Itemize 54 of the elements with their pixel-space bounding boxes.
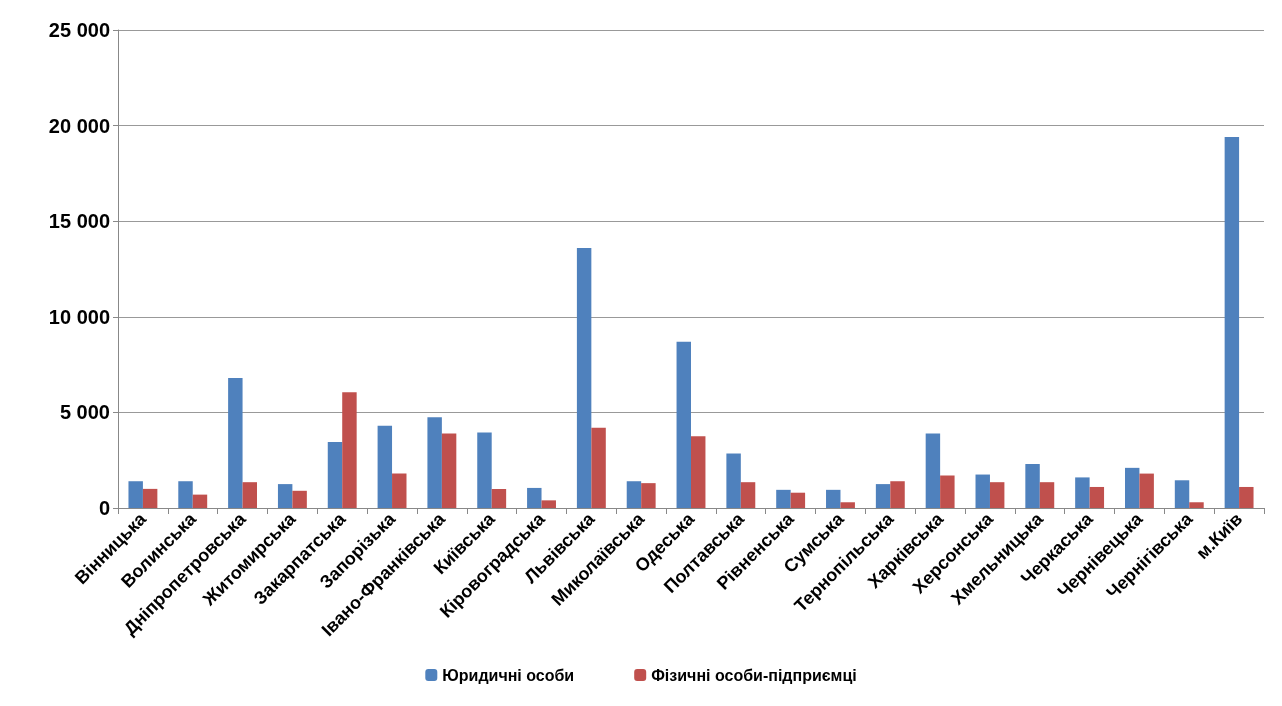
bar — [676, 341, 691, 508]
bar — [1174, 480, 1190, 508]
bar — [691, 436, 706, 508]
bar — [975, 474, 990, 508]
y-tick-label: 20 000 — [48, 114, 110, 137]
bar — [940, 475, 955, 508]
bar — [1025, 464, 1040, 508]
bar — [477, 432, 492, 508]
bar — [1039, 482, 1055, 508]
bar — [128, 481, 143, 508]
legend-label: Юридичні особи — [442, 666, 575, 684]
y-tick-label: 25 000 — [48, 19, 110, 41]
bar — [626, 481, 642, 508]
bar — [1075, 477, 1090, 508]
bar — [292, 490, 307, 508]
y-tick-label: 0 — [98, 497, 110, 519]
bar — [441, 433, 457, 508]
bar — [1189, 502, 1204, 508]
bar — [277, 484, 293, 508]
bar — [242, 482, 258, 508]
bar — [875, 484, 891, 508]
bar — [890, 481, 905, 508]
bar — [1224, 137, 1240, 508]
bar — [591, 427, 606, 508]
bar — [726, 453, 741, 508]
bar — [1239, 486, 1254, 508]
legend-label: Фізичні особи-підприємці — [651, 666, 857, 684]
bar — [826, 489, 841, 508]
bar — [576, 247, 592, 508]
bar — [1124, 467, 1140, 508]
bar — [192, 494, 208, 508]
bar — [925, 433, 941, 508]
y-tick-label: 15 000 — [48, 210, 110, 233]
bar — [776, 489, 791, 508]
bar — [327, 442, 343, 508]
bar — [491, 488, 507, 508]
bar — [342, 392, 357, 508]
bar — [541, 500, 556, 508]
bar — [377, 425, 393, 508]
y-tick-label: 5 000 — [59, 401, 110, 424]
bar — [740, 482, 756, 508]
bar — [228, 377, 243, 508]
bar — [1089, 486, 1105, 508]
bar — [1139, 473, 1154, 508]
bar — [178, 481, 193, 508]
bar — [142, 488, 158, 508]
bar — [790, 492, 806, 508]
y-tick-label: 10 000 — [48, 305, 110, 328]
bar — [989, 482, 1005, 508]
bar — [641, 483, 656, 508]
bar — [840, 502, 855, 508]
bar — [392, 473, 407, 508]
bar — [527, 487, 542, 508]
bar — [427, 417, 442, 508]
